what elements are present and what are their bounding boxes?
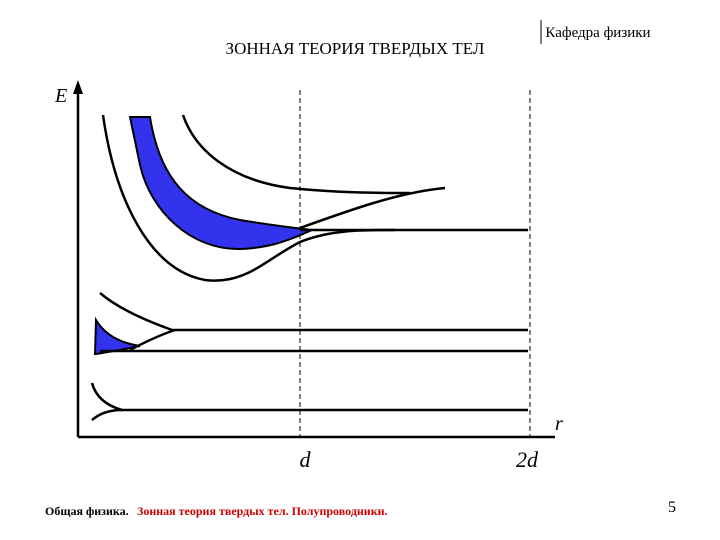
filled-band <box>93 316 141 356</box>
x-axis-label: r <box>555 413 563 435</box>
footer-topic: Зонная теория твердых тел. Полупроводник… <box>137 504 388 518</box>
page-number: 5 <box>668 499 676 516</box>
mark-label: d <box>300 447 312 472</box>
title: ЗОННАЯ ТЕОРИЯ ТВЕРДЫХ ТЕЛ <box>226 39 485 58</box>
band-curve <box>91 408 123 421</box>
y-axis-label: E <box>54 85 67 107</box>
band-curve <box>99 292 173 332</box>
department: Кафедра физики <box>545 25 650 41</box>
y-arrow <box>73 80 83 94</box>
band-curve <box>181 114 411 195</box>
band-curve <box>101 114 396 282</box>
filled-band <box>128 116 316 251</box>
band-curve <box>299 186 446 230</box>
band-curve <box>90 382 123 412</box>
mark-label: 2d <box>516 447 539 472</box>
footer-course: Общая физика. <box>45 504 129 518</box>
